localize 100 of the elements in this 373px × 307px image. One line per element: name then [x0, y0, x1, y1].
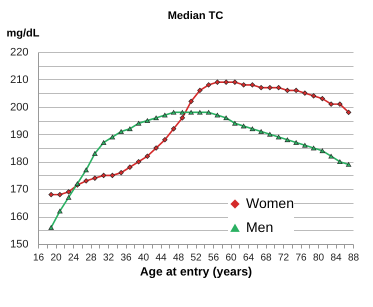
chart-title: Median TC [168, 10, 224, 22]
point [328, 101, 334, 107]
point [276, 134, 282, 140]
y-tick-label: 170 [10, 184, 28, 196]
y-tick-label: 220 [10, 46, 28, 58]
x-tick-label: 20 [50, 252, 62, 264]
legend-label: Men [246, 219, 274, 235]
point [48, 225, 54, 230]
point [180, 115, 186, 120]
point [153, 116, 159, 120]
point [214, 112, 220, 118]
point [232, 80, 238, 85]
point [337, 101, 343, 107]
point [144, 118, 150, 123]
point [293, 88, 299, 94]
point [267, 85, 273, 90]
point [57, 192, 63, 198]
point [127, 164, 133, 170]
point [188, 110, 194, 115]
point [118, 129, 124, 134]
point [66, 189, 72, 195]
point [240, 82, 246, 88]
point [188, 98, 194, 104]
point [232, 120, 238, 126]
x-tick-label: 24 [68, 252, 80, 264]
y-tick-label: 190 [10, 128, 28, 141]
y-axis-title: mg/dL [6, 28, 40, 40]
point [170, 126, 176, 132]
point [127, 126, 133, 132]
x-tick-label: 84 [330, 252, 342, 264]
point [284, 137, 290, 142]
x-tick-label: 80 [312, 252, 324, 264]
y-tick-label: 200 [10, 101, 28, 114]
point [258, 129, 264, 134]
point [346, 162, 352, 167]
point [48, 192, 54, 198]
y-tick-label: 150 [10, 238, 28, 250]
x-tick-label: 60 [225, 252, 237, 264]
point [223, 116, 229, 120]
x-tick-label: 48 [172, 252, 184, 264]
point [250, 126, 256, 132]
legend-label: Women [246, 195, 294, 211]
point [92, 176, 98, 181]
x-tick-label: 68 [260, 252, 272, 264]
x-axis-title: Age at entry (years) [140, 264, 252, 278]
x-tick-label: 40 [138, 252, 150, 264]
x-tick-label: 16 [32, 252, 44, 264]
point [162, 137, 168, 142]
point [250, 82, 256, 88]
point [240, 124, 246, 128]
point [310, 146, 316, 150]
point [346, 110, 352, 115]
point [284, 88, 290, 94]
point [223, 80, 229, 85]
point [110, 134, 116, 140]
point [197, 88, 203, 94]
point [197, 110, 203, 115]
point [144, 154, 150, 159]
x-tick-label: 76 [295, 252, 307, 264]
point [302, 90, 308, 96]
point [206, 110, 212, 115]
x-tick-label: 52 [190, 252, 202, 264]
x-tick-label: 64 [242, 252, 254, 264]
x-tick-label: 56 [208, 252, 220, 264]
point [337, 159, 343, 164]
point [153, 145, 159, 151]
x-tick-label: 36 [120, 252, 132, 264]
point [136, 159, 142, 164]
point [66, 195, 72, 200]
point [110, 172, 116, 178]
y-tick-label: 160 [10, 211, 28, 224]
x-tick-label: 32 [102, 252, 114, 264]
x-tick-label: 88 [348, 252, 360, 264]
y-tick-label: 180 [10, 156, 28, 168]
point [118, 170, 124, 176]
point [162, 112, 168, 118]
point [310, 93, 316, 99]
point [302, 142, 308, 148]
point [83, 168, 89, 172]
x-tick-label: 28 [85, 252, 97, 264]
point [136, 120, 142, 126]
point [258, 85, 264, 90]
point [100, 172, 106, 178]
point [92, 151, 98, 156]
point [57, 208, 63, 214]
point [206, 82, 212, 88]
point [100, 140, 106, 145]
point [320, 96, 326, 102]
point [267, 132, 273, 137]
x-tick-label: 72 [278, 252, 290, 264]
point [293, 140, 299, 145]
y-tick-label: 210 [10, 74, 28, 86]
point [214, 80, 220, 85]
point [328, 154, 334, 159]
point [276, 85, 282, 90]
point [83, 178, 89, 184]
point [320, 148, 326, 154]
point [170, 110, 176, 115]
point [180, 110, 186, 115]
x-tick-label: 44 [155, 252, 167, 264]
